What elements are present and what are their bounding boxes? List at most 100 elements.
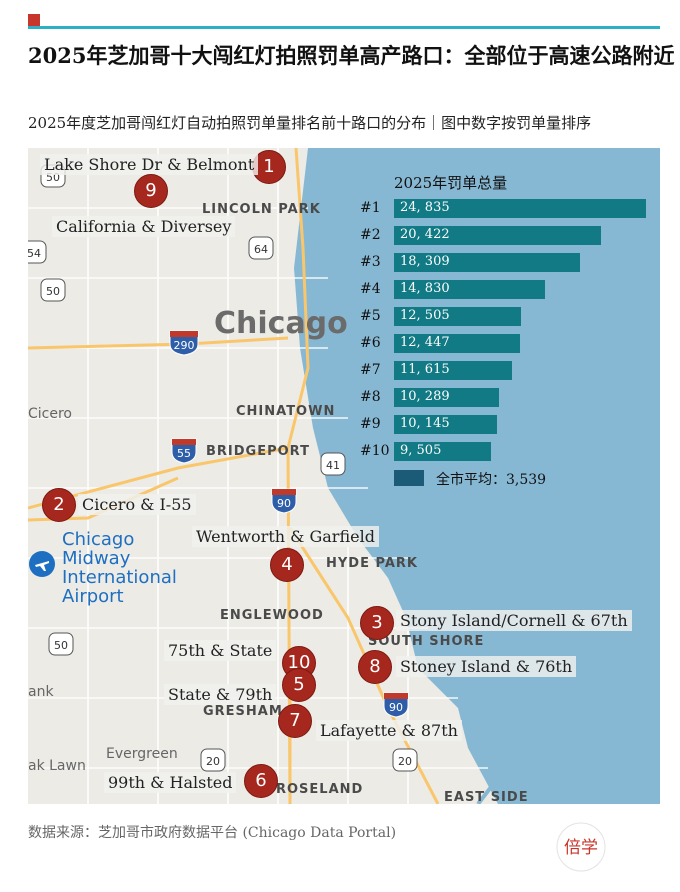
shield-text: 50 [46,285,60,298]
accent-square [28,14,40,26]
bar [394,334,520,353]
shield-text: 290 [174,339,195,352]
bar [394,442,491,461]
intersection-label-3: Stony Island/Cornell & 67th [396,610,632,631]
page-subtitle: 2025年度芝加哥闯红灯自动拍照罚单量排名前十路口的分布｜图中数字按罚单量排序 [28,114,592,132]
rank-label: #9 [360,416,381,432]
bar-value-label: 24, 835 [400,200,450,215]
average-legend-label: 全市平均：3,539 [436,472,547,488]
place-evergreen: Evergreen [106,746,178,762]
svg-text:倍学: 倍学 [564,838,598,858]
intersection-label-8: Stoney Island & 76th [396,656,577,677]
bar [394,199,646,218]
intersection-marker-8[interactable]: 8 [358,650,392,684]
intersection-marker-5[interactable]: 5 [282,668,316,702]
bar-value-label: 14, 830 [400,281,450,296]
us-route-shield: 50 [40,278,66,302]
shield-text: 55 [177,447,191,460]
interstate-shield: 90 [271,488,297,514]
us-route-shield: 54 [28,240,47,264]
bar-value-label: 18, 309 [400,254,450,269]
us-route-shield: 20 [200,748,226,772]
place-east-side: EAST SIDE [444,790,529,804]
bar-value-label: 10, 145 [400,416,450,431]
bar [394,388,499,407]
place-roseland: ROSELAND [276,782,364,797]
bar-value-label: 12, 447 [400,335,450,350]
place-oak-lawn: ak Lawn [28,758,86,774]
rank-label: #6 [360,335,381,351]
rank-label: #4 [360,281,381,297]
bar-value-label: 9, 505 [400,443,442,458]
average-legend-swatch [394,470,424,486]
intersection-marker-3[interactable]: 3 [360,606,394,640]
intersection-label-9: California & Diversey [52,216,236,237]
intersection-marker-7[interactable]: 7 [278,704,312,738]
us-route-shield: 41 [320,452,346,476]
rank-label: #1 [360,200,381,216]
place-gresham: GRESHAM [203,704,283,719]
map[interactable]: Chicago LINCOLN PARK CHINATOWN BRIDGEPOR… [28,148,660,804]
interstate-shield: 55 [171,438,197,464]
rank-label: #5 [360,308,381,324]
intersection-label-5: State & 79th [164,684,277,705]
rank-label: #2 [360,227,381,243]
chart-title: 2025年罚单总量 [394,174,508,192]
publisher-logo: 倍学 [556,822,606,872]
page-title: 2025年芝加哥十大闯红灯拍照罚单高产路口：全部位于高速公路附近 [28,43,675,68]
bar [394,280,545,299]
shield-text: 20 [398,755,412,768]
intersection-marker-9[interactable]: 9 [134,174,168,208]
shield-text: 90 [277,497,291,510]
place-south-shore: SOUTH SHORE [368,634,485,649]
rank-label: #8 [360,389,381,405]
us-route-shield: 20 [392,748,418,772]
bar [394,415,497,434]
shield-text: 64 [254,243,268,256]
bar-value-label: 20, 422 [400,227,450,242]
place-chinatown: CHINATOWN [236,404,336,419]
data-source: 数据来源：芝加哥市政府数据平台 (Chicago Data Portal) [28,825,397,841]
rank-label: #3 [360,254,381,270]
calumet-river [476,706,549,804]
interstate-shield: 290 [169,330,199,356]
place-englewood: ENGLEWOOD [220,608,324,623]
intersection-label-4: Wentworth & Garfield [192,526,379,547]
shield-text: 90 [389,701,403,714]
city-label: Chicago [214,306,348,341]
intersection-marker-4[interactable]: 4 [270,548,304,582]
airport-line-3: International [62,567,177,588]
bar [394,307,521,326]
intersection-label-1: Lake Shore Dr & Belmont [40,154,259,175]
shield-text: 54 [28,247,41,260]
us-route-shield: 64 [248,236,274,260]
intersection-label-6: 99th & Halsted [104,772,237,793]
airport-line-1: Chicago [62,529,135,550]
airport-line-4: Airport [62,586,124,607]
bar-value-label: 12, 505 [400,308,450,323]
place-bridgeport: BRIDGEPORT [206,444,310,459]
shield-text: 41 [326,459,340,472]
bar [394,253,580,272]
lake-michigan [294,148,660,804]
bar [394,361,512,380]
place-cicero: Cicero [28,406,72,422]
airport-label[interactable]: Chicago Midway International Airport [62,530,177,606]
bar-value-label: 11, 615 [400,362,450,377]
shield-text: 20 [206,755,220,768]
accent-line [28,26,660,29]
intersection-label-10: 75th & State [164,640,277,661]
bar [394,226,601,245]
intersection-label-7: Lafayette & 87th [316,720,462,741]
airport-icon [29,551,55,577]
us-route-shield: 50 [48,632,74,656]
intersection-label-2: Cicero & I-55 [78,494,196,515]
bar-value-label: 10, 289 [400,389,450,404]
shield-text: 50 [54,639,68,652]
airport-line-2: Midway [62,548,131,569]
intersection-marker-2[interactable]: 2 [42,488,76,522]
place-bank: ank [28,684,54,700]
place-hyde-park: HYDE PARK [326,556,418,571]
rank-label: #7 [360,362,381,378]
intersection-marker-6[interactable]: 6 [244,764,278,798]
